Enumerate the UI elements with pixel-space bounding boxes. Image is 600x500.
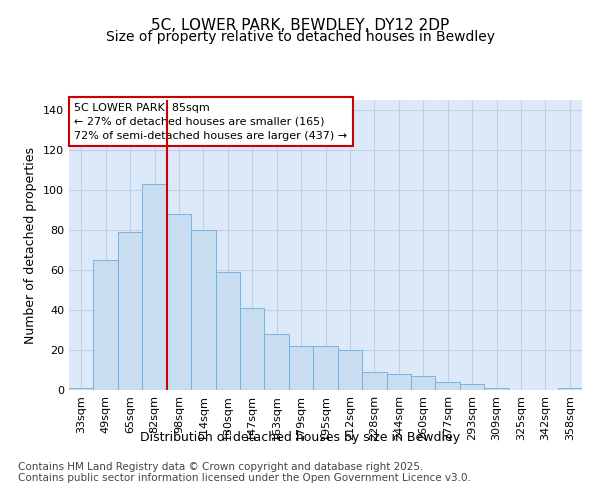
Text: Distribution of detached houses by size in Bewdley: Distribution of detached houses by size … [140, 431, 460, 444]
Text: 5C, LOWER PARK, BEWDLEY, DY12 2DP: 5C, LOWER PARK, BEWDLEY, DY12 2DP [151, 18, 449, 32]
Bar [265, 334, 289, 390]
Bar [386, 374, 411, 390]
Bar [289, 346, 313, 390]
Bar [411, 376, 436, 390]
Text: Contains HM Land Registry data © Crown copyright and database right 2025.
Contai: Contains HM Land Registry data © Crown c… [18, 462, 471, 483]
Bar [436, 382, 460, 390]
Y-axis label: Number of detached properties: Number of detached properties [25, 146, 37, 344]
Bar [69, 388, 94, 390]
Text: Size of property relative to detached houses in Bewdley: Size of property relative to detached ho… [106, 30, 494, 44]
Bar [338, 350, 362, 390]
Bar [240, 308, 265, 390]
Bar [460, 384, 484, 390]
Bar [557, 388, 582, 390]
Bar [167, 214, 191, 390]
Bar [215, 272, 240, 390]
Bar [118, 232, 142, 390]
Bar [191, 230, 215, 390]
Bar [142, 184, 167, 390]
Text: 5C LOWER PARK: 85sqm
← 27% of detached houses are smaller (165)
72% of semi-deta: 5C LOWER PARK: 85sqm ← 27% of detached h… [74, 103, 347, 141]
Bar [94, 260, 118, 390]
Bar [362, 372, 386, 390]
Bar [484, 388, 509, 390]
Bar [313, 346, 338, 390]
